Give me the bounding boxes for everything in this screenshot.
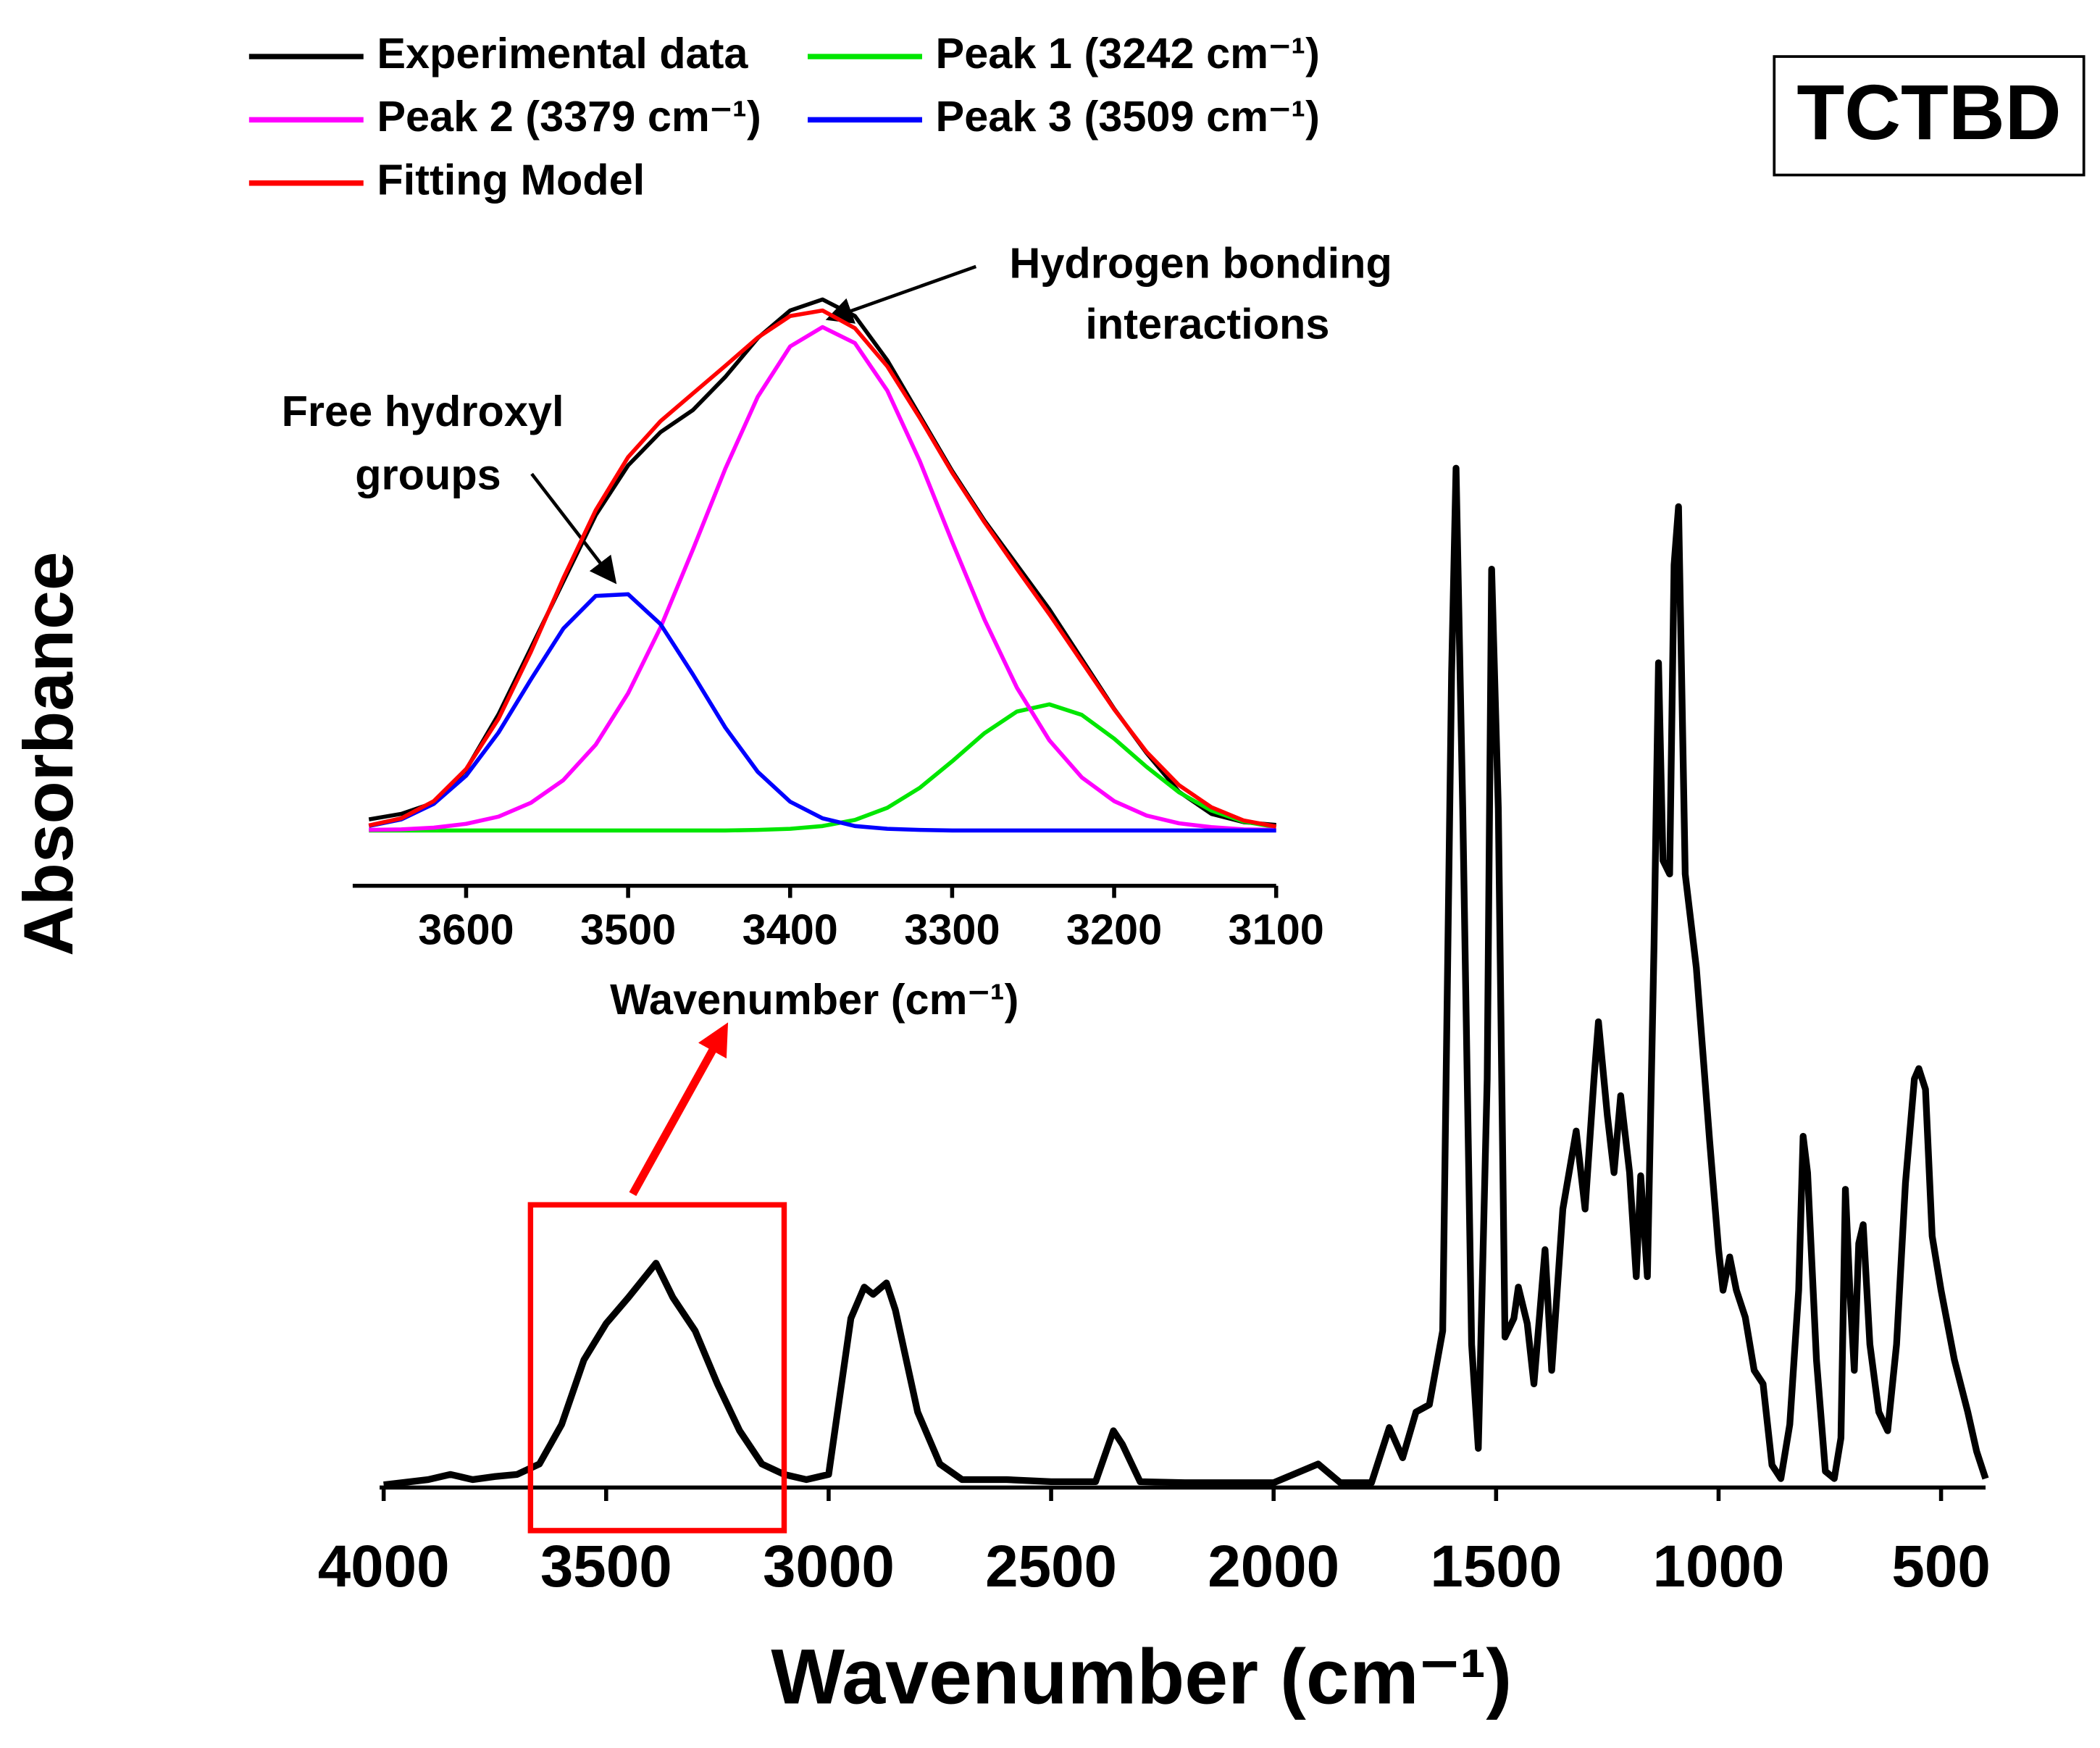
title-box	[1773, 55, 2086, 177]
x-tick-label: 1500	[1430, 1534, 1562, 1599]
x-tick-label: 2500	[985, 1534, 1117, 1599]
data-line	[368, 592, 1276, 833]
x-tick-label: 3200	[1066, 906, 1162, 954]
data-line	[369, 702, 1277, 833]
x-tick-label: 3100	[1229, 906, 1324, 954]
x-tick-label: 3400	[742, 906, 838, 954]
data-line	[383, 464, 1989, 1489]
x-tick-label: 3500	[540, 1534, 672, 1599]
legend-label: Peak 1 (3242 cm⁻¹)	[936, 29, 1320, 78]
legend-label: Experimental data	[377, 29, 748, 78]
data-line	[369, 325, 1276, 832]
legend-label: Peak 2 (3379 cm⁻¹)	[377, 92, 761, 141]
inset-x-axis-label: Wavenumber (cm⁻¹)	[610, 975, 1018, 1024]
chart-title: TCTBD	[1796, 68, 2061, 156]
x-tick-label: 3500	[580, 906, 676, 954]
zoom-box	[527, 1202, 787, 1534]
annotation-arrow	[825, 264, 977, 324]
y-axis-label: Absorbance	[10, 551, 88, 955]
data-line	[368, 308, 1277, 829]
x-tick-label: 1000	[1653, 1534, 1785, 1599]
legend-label: Fitting Model	[377, 155, 645, 204]
x-tick-label: 2000	[1208, 1534, 1339, 1599]
annotation: interactions	[1085, 299, 1329, 348]
annotation: groups	[355, 450, 501, 498]
x-tick-label: 4000	[318, 1534, 450, 1599]
zoom-arrow	[629, 1022, 729, 1197]
x-tick-label: 500	[1891, 1534, 1990, 1599]
annotation-arrow	[530, 472, 617, 585]
legend-label: Peak 3 (3509 cm⁻¹)	[936, 92, 1320, 141]
annotation: Hydrogen bonding	[1009, 239, 1392, 288]
x-tick-label: 3600	[418, 906, 514, 954]
x-tick-label: 3000	[763, 1534, 895, 1599]
x-axis-label: Wavenumber (cm⁻¹)	[771, 1632, 1512, 1720]
annotation: Free hydroxyl	[282, 387, 564, 435]
x-tick-label: 3300	[904, 906, 1000, 954]
